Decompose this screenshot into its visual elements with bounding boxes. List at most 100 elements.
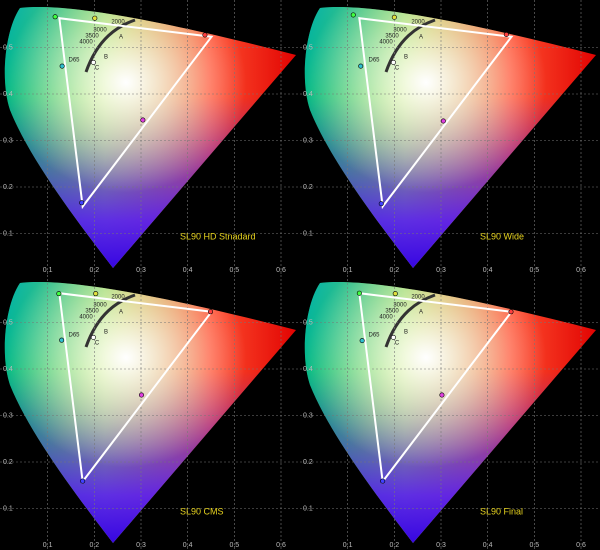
y-tick-label: 0.4	[3, 366, 13, 373]
measured-point	[359, 338, 365, 344]
x-tick-label: 0.4	[183, 542, 193, 549]
x-tick-label: 0.5	[529, 542, 539, 549]
y-tick-label: 0.4	[303, 366, 313, 373]
measured-point	[92, 15, 98, 21]
x-tick-label: 0.5	[229, 542, 239, 549]
y-tick-label: 0.1	[303, 230, 313, 237]
y-tick-label: 0.4	[303, 91, 313, 98]
measured-point	[378, 201, 384, 207]
x-tick-label: 0.4	[483, 267, 493, 274]
annotation: C	[95, 341, 100, 347]
annotation: B	[404, 330, 408, 336]
annotation: 4000	[79, 40, 93, 46]
x-tick-label: 0.1	[343, 542, 353, 549]
measured-point	[392, 291, 398, 297]
measured-point	[59, 63, 65, 69]
annotation: D65	[368, 333, 380, 339]
x-tick-label: 0.2	[89, 542, 99, 549]
x-tick-label: 0.6	[276, 542, 286, 549]
y-tick-label: 0.3	[3, 412, 13, 419]
annotation: 2000	[111, 295, 125, 301]
panel: 0.1 0.2 0.3 0.4 0.5 0.6 0.1 0.2 0.3 0.4 0.5 2000 300…	[300, 275, 600, 550]
y-tick-label: 0.5	[3, 44, 13, 51]
measured-point	[390, 334, 396, 340]
measured-point	[380, 478, 386, 484]
measured-point	[140, 117, 146, 123]
target-gamut	[358, 17, 514, 210]
annotation: 4000	[379, 40, 393, 46]
y-tick-label: 0.2	[3, 184, 13, 191]
x-tick-label: 0.3	[436, 267, 446, 274]
measured-point	[79, 200, 85, 206]
annotation: 3000	[393, 28, 407, 34]
annotation: 3500	[85, 309, 99, 315]
annotation: 2000	[411, 20, 425, 26]
annotation: D65	[368, 58, 380, 64]
annotation: B	[104, 55, 108, 61]
target-gamut	[358, 292, 514, 485]
annotation: A	[419, 310, 423, 316]
panel: 0.1 0.2 0.3 0.4 0.5 0.6 0.1 0.2 0.3 0.4 0.5 2000 300…	[0, 275, 300, 550]
measured-point	[93, 291, 99, 297]
x-tick-label: 0.3	[436, 542, 446, 549]
measured-point	[208, 309, 214, 315]
measured-point	[390, 59, 396, 65]
x-tick-label: 0.2	[389, 267, 399, 274]
annotation: 3500	[385, 309, 399, 315]
annotation: 4000	[79, 315, 93, 321]
measured-point	[439, 392, 445, 398]
measured-point	[356, 290, 362, 296]
y-tick-label: 0.3	[3, 137, 13, 144]
y-tick-label: 0.5	[3, 319, 13, 326]
y-tick-label: 0.5	[303, 44, 313, 51]
measured-point	[52, 14, 58, 20]
x-tick-label: 0.3	[136, 542, 146, 549]
annotation: 3000	[93, 303, 107, 309]
x-tick-label: 0.5	[229, 267, 239, 274]
y-tick-label: 0.3	[303, 412, 313, 419]
panel-title: SL90 CMS	[180, 506, 224, 516]
measured-point	[202, 32, 208, 38]
x-tick-label: 0.1	[343, 267, 353, 274]
panel-title: SL90 HD Stnadard	[180, 231, 256, 241]
x-tick-label: 0.1	[43, 267, 53, 274]
annotation: C	[395, 341, 400, 347]
target-gamut	[58, 292, 214, 485]
panel: 0.1 0.2 0.3 0.4 0.5 0.6 0.1 0.2 0.3 0.4 0.5 2000 300…	[0, 0, 300, 275]
y-tick-label: 0.3	[303, 137, 313, 144]
measured-point	[90, 334, 96, 340]
annotation: B	[404, 55, 408, 61]
measured-point	[138, 392, 144, 398]
annotation: 2000	[411, 295, 425, 301]
measured-point	[56, 291, 62, 297]
measured-point	[80, 478, 86, 484]
annotation: 3500	[385, 34, 399, 40]
measured-point	[59, 337, 65, 343]
annotation: B	[104, 330, 108, 336]
annotation: A	[119, 310, 123, 316]
annotation: D65	[68, 333, 80, 339]
x-tick-label: 0.2	[389, 542, 399, 549]
annotation: 3000	[393, 303, 407, 309]
measured-point	[90, 59, 96, 65]
x-tick-label: 0.4	[483, 542, 493, 549]
x-tick-label: 0.6	[576, 542, 586, 549]
y-tick-label: 0.2	[3, 459, 13, 466]
annotation: A	[419, 35, 423, 41]
y-tick-label: 0.1	[303, 505, 313, 512]
measured-point	[350, 12, 356, 18]
annotation: 3500	[85, 34, 99, 40]
annotation: 2000	[111, 20, 125, 26]
measured-point	[358, 63, 364, 69]
y-tick-label: 0.4	[3, 91, 13, 98]
x-tick-label: 0.2	[89, 267, 99, 274]
y-tick-label: 0.1	[3, 230, 13, 237]
panel: 0.1 0.2 0.3 0.4 0.5 0.6 0.1 0.2 0.3 0.4 0.5 2000 300…	[300, 0, 600, 275]
measured-point	[440, 118, 446, 124]
y-tick-label: 0.5	[303, 319, 313, 326]
annotation: D65	[68, 58, 80, 64]
panel-title: SL90 Final	[480, 506, 523, 516]
target-gamut	[58, 17, 214, 210]
x-tick-label: 0.5	[529, 267, 539, 274]
